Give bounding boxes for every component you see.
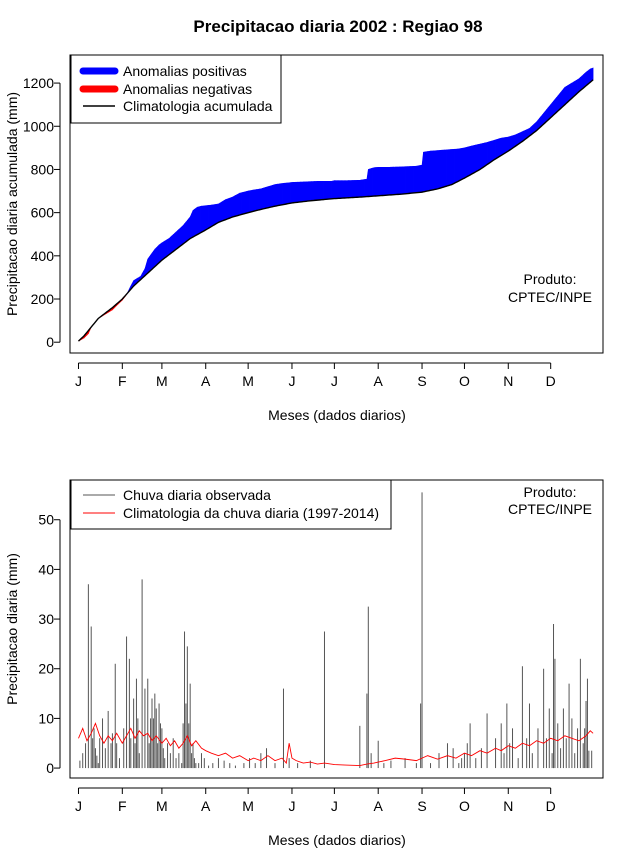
y-tick-label: 40	[38, 561, 54, 577]
climatology-cumulative-line	[77, 79, 594, 342]
x-tick-label: D	[546, 373, 556, 389]
bottom-y-axis-label: Precipitacao diaria (mm)	[4, 553, 20, 705]
bottom-legend-box	[70, 479, 392, 530]
bottom-x-axis-label: Meses (dados diarios)	[268, 832, 406, 848]
y-tick-label: 10	[38, 710, 54, 726]
x-tick-label: F	[118, 798, 127, 814]
chart-title: Precipitacao diaria 2002 : Regiao 98	[193, 17, 482, 36]
y-tick-label: 30	[38, 611, 54, 627]
y-tick-label: 0	[46, 334, 54, 350]
x-tick-label: N	[503, 798, 513, 814]
x-tick-label: O	[459, 373, 470, 389]
legend-label-negative: Anomalias negativas	[123, 81, 252, 97]
top-legend: Anomalias positivas Anomalias negativas …	[70, 54, 282, 124]
bottom-y-axis: 0 10 20 30 40 50	[38, 512, 61, 776]
bottom-panel: 0 10 20 30 40 50 J F M A M J J A S O N D Precipitacao di…	[4, 479, 604, 848]
legend-label-climatology: Climatologia acumulada	[123, 98, 273, 114]
y-tick-label: 600	[31, 205, 55, 221]
top-y-axis: 0 200 400 600 800 1000 1200	[23, 75, 61, 350]
x-tick-label: M	[156, 798, 168, 814]
y-tick-label: 20	[38, 661, 54, 677]
x-tick-label: M	[156, 373, 168, 389]
top-product-source: CPTEC/INPE	[508, 289, 592, 305]
top-y-axis-label: Precipitacao diaria acumulada (mm)	[4, 92, 20, 316]
y-tick-label: 800	[31, 161, 55, 177]
top-x-axis-label: Meses (dados diarios)	[268, 407, 406, 423]
x-tick-label: D	[546, 798, 556, 814]
x-tick-label: N	[503, 373, 513, 389]
x-tick-label: J	[288, 373, 295, 389]
x-tick-label: A	[201, 798, 211, 814]
x-tick-label: S	[417, 373, 426, 389]
x-tick-label: A	[201, 373, 211, 389]
x-tick-label: J	[331, 798, 338, 814]
daily-bars	[79, 492, 593, 769]
y-tick-label: 0	[46, 760, 54, 776]
legend-label-positive: Anomalias positivas	[123, 63, 247, 79]
top-plot-frame	[69, 54, 604, 354]
bottom-product-source: CPTEC/INPE	[508, 501, 592, 517]
top-panel: 0 200 400 600 800 1000 1200 J F M A M J J A S O N D Preci…	[4, 54, 604, 423]
x-tick-label: J	[75, 798, 82, 814]
y-tick-label: 200	[31, 291, 55, 307]
y-tick-label: 1000	[23, 118, 54, 134]
y-tick-label: 1200	[23, 75, 54, 91]
x-tick-label: J	[288, 798, 295, 814]
x-tick-label: J	[331, 373, 338, 389]
x-tick-label: J	[75, 373, 82, 389]
bottom-legend: Chuva diaria observada Climatologia da c…	[70, 479, 392, 530]
daily-climatology-line	[78, 722, 594, 767]
x-tick-label: O	[459, 798, 470, 814]
positive-anomaly-segment	[591, 67, 594, 82]
x-tick-label: A	[374, 373, 384, 389]
top-product-label: Produto:	[524, 271, 577, 287]
x-tick-label: S	[417, 798, 426, 814]
x-tick-label: A	[374, 798, 384, 814]
x-tick-label: M	[242, 798, 254, 814]
x-tick-label: F	[118, 373, 127, 389]
legend-label-observed: Chuva diaria observada	[123, 487, 271, 503]
bottom-product-label: Produto:	[524, 484, 577, 500]
x-tick-label: M	[242, 373, 254, 389]
y-tick-label: 50	[38, 512, 54, 528]
legend-label-daily-climatology: Climatologia da chuva diaria (1997-2014)	[123, 505, 379, 521]
climatology-line	[77, 79, 594, 342]
daily-climatology-polyline	[78, 722, 594, 767]
y-tick-label: 400	[31, 248, 55, 264]
